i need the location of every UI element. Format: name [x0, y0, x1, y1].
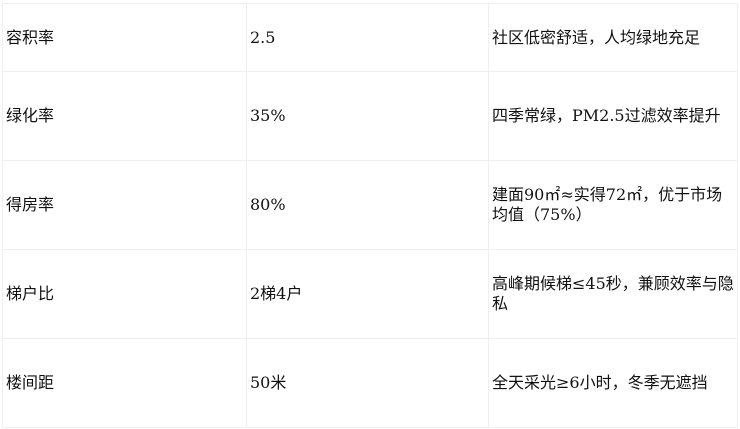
metric-value: 80% — [246, 160, 489, 250]
metric-note: 四季常绿，PM2.5过滤效率提升 — [488, 71, 738, 161]
metric-name: 得房率 — [2, 160, 247, 250]
table-row: 梯户比 2梯4户 高峰期候梯≤45秒，兼顾效率与隐私 — [2, 249, 738, 339]
metric-note: 建面90㎡≈实得72㎡，优于市场均值（75%） — [488, 160, 738, 250]
table-row: 容积率 2.5 社区低密舒适，人均绿地充足 — [2, 3, 738, 72]
metric-value: 50米 — [246, 338, 489, 428]
metric-name: 绿化率 — [2, 71, 247, 161]
metric-note: 高峰期候梯≤45秒，兼顾效率与隐私 — [488, 249, 738, 339]
property-metrics-table: 容积率 2.5 社区低密舒适，人均绿地充足 绿化率 35% 四季常绿，PM2.5… — [2, 3, 738, 428]
metric-name: 梯户比 — [2, 249, 247, 339]
metric-name: 容积率 — [2, 3, 247, 72]
table-row: 楼间距 50米 全天采光≥6小时，冬季无遮挡 — [2, 338, 738, 428]
metric-value: 2.5 — [246, 3, 489, 72]
table-row: 得房率 80% 建面90㎡≈实得72㎡，优于市场均值（75%） — [2, 160, 738, 250]
metric-note: 社区低密舒适，人均绿地充足 — [488, 3, 738, 72]
metric-name: 楼间距 — [2, 338, 247, 428]
table-row: 绿化率 35% 四季常绿，PM2.5过滤效率提升 — [2, 71, 738, 161]
metric-value: 2梯4户 — [246, 249, 489, 339]
metric-value: 35% — [246, 71, 489, 161]
metric-note: 全天采光≥6小时，冬季无遮挡 — [488, 338, 738, 428]
